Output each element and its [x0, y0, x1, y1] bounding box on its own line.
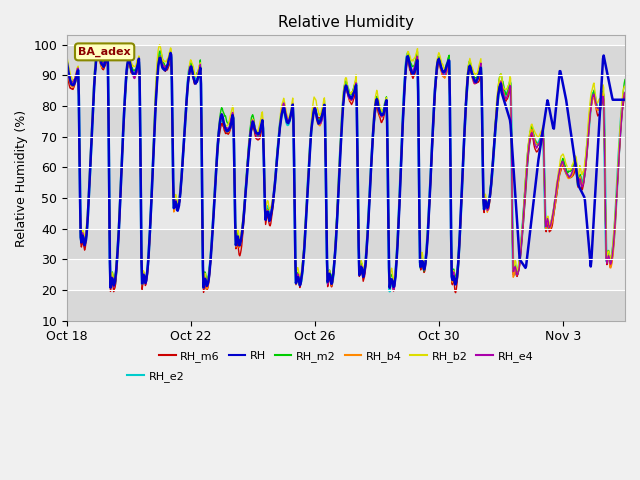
RH_e4	[63, 68, 71, 74]
Legend: RH_e2: RH_e2	[123, 367, 189, 386]
RH_b4	[515, 262, 523, 268]
RH_m2	[94, 47, 102, 52]
RH	[195, 72, 203, 77]
RH_b4	[83, 221, 91, 227]
RH	[267, 213, 275, 219]
RH_b4	[298, 278, 305, 284]
RH_b4	[268, 209, 275, 215]
Line: RH_b2: RH_b2	[67, 45, 625, 284]
RH	[94, 48, 102, 53]
RH_e2	[380, 107, 388, 113]
RH_e4	[621, 89, 629, 95]
RH_e4	[94, 48, 102, 54]
RH_b4	[63, 69, 71, 74]
RH	[621, 97, 629, 103]
RH_m2	[380, 105, 388, 110]
RH_b4	[104, 48, 111, 54]
RH_m2	[195, 65, 203, 71]
Bar	[67, 228, 625, 259]
RH_e4	[515, 266, 523, 272]
RH_b2	[203, 281, 211, 287]
RH_e4	[380, 109, 388, 115]
RH_e4	[390, 288, 397, 293]
RH_m6	[621, 92, 629, 97]
RH_e4	[267, 213, 275, 218]
RH_e2	[104, 46, 111, 51]
RH_e4	[297, 278, 305, 284]
RH_m6	[63, 73, 71, 79]
RH	[380, 109, 388, 115]
Bar	[67, 106, 625, 136]
RH_b4	[621, 91, 629, 96]
RH_e2	[83, 223, 91, 228]
Y-axis label: Relative Humidity (%): Relative Humidity (%)	[15, 109, 28, 247]
RH_e2	[621, 96, 629, 101]
RH_m2	[83, 219, 91, 225]
RH	[297, 281, 305, 287]
RH_m6	[94, 49, 102, 55]
Line: RH_e4: RH_e4	[67, 51, 625, 290]
RH_b2	[515, 261, 523, 266]
RH_m6	[380, 113, 388, 119]
RH_e2	[386, 288, 394, 294]
RH_b2	[93, 42, 101, 48]
RH_m2	[515, 262, 523, 268]
Line: RH: RH	[67, 50, 625, 288]
RH_m2	[386, 281, 394, 287]
Title: Relative Humidity: Relative Humidity	[278, 15, 414, 30]
RH_m2	[297, 278, 305, 284]
RH_e2	[297, 280, 305, 286]
RH_e4	[83, 220, 91, 226]
RH_b4	[203, 286, 211, 292]
RH_e4	[195, 68, 203, 73]
RH_b2	[621, 84, 629, 89]
RH_e2	[63, 63, 71, 69]
RH_m6	[297, 282, 305, 288]
RH	[386, 285, 394, 290]
Line: RH_m2: RH_m2	[67, 49, 625, 284]
RH	[515, 247, 523, 252]
RH_m2	[267, 213, 275, 219]
RH_m6	[452, 290, 460, 296]
RH_b2	[83, 214, 91, 219]
RH_b4	[381, 108, 388, 114]
Bar	[67, 167, 625, 198]
RH	[83, 224, 91, 229]
RH_e2	[267, 211, 275, 216]
RH_e2	[515, 262, 523, 268]
RH_b2	[195, 63, 203, 69]
RH_b2	[268, 202, 275, 208]
Line: RH_m6: RH_m6	[67, 52, 625, 293]
Text: BA_adex: BA_adex	[78, 47, 131, 57]
RH_e2	[195, 71, 203, 77]
RH_m6	[83, 224, 91, 230]
Line: RH_e2: RH_e2	[67, 48, 625, 291]
RH_m2	[621, 77, 629, 83]
RH_b4	[195, 72, 203, 77]
RH_m6	[515, 267, 523, 273]
RH_b2	[381, 105, 388, 111]
Bar	[67, 45, 625, 75]
RH	[63, 61, 71, 67]
RH_b2	[63, 55, 71, 60]
RH_m2	[63, 57, 71, 63]
RH_m6	[195, 73, 203, 79]
Line: RH_b4: RH_b4	[67, 51, 625, 289]
RH_b2	[298, 270, 305, 276]
RH_m6	[267, 221, 275, 227]
Bar	[67, 290, 625, 321]
